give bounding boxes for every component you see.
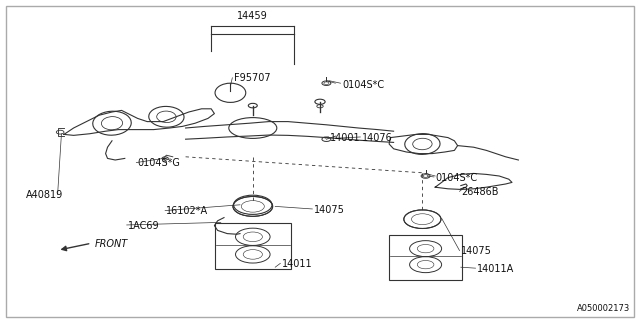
Text: F95707: F95707	[234, 73, 270, 84]
Text: FRONT: FRONT	[95, 239, 128, 249]
Text: 14011A: 14011A	[477, 264, 514, 274]
Text: A40819: A40819	[26, 190, 63, 200]
Text: 16102*A: 16102*A	[166, 206, 209, 216]
Text: 14011: 14011	[282, 259, 312, 269]
Text: 14075: 14075	[461, 246, 492, 256]
Text: A050002173: A050002173	[577, 304, 630, 313]
Text: 0104S*C: 0104S*C	[342, 80, 385, 90]
Text: 14076: 14076	[362, 132, 392, 143]
Text: 0104S*C: 0104S*C	[435, 172, 477, 183]
Text: 1AC69: 1AC69	[128, 220, 159, 231]
Text: 14075: 14075	[314, 204, 344, 215]
Text: 0104S*G: 0104S*G	[138, 158, 180, 168]
Text: 14459: 14459	[237, 11, 268, 21]
Text: 14001: 14001	[330, 132, 360, 143]
Text: 26486B: 26486B	[461, 187, 499, 197]
